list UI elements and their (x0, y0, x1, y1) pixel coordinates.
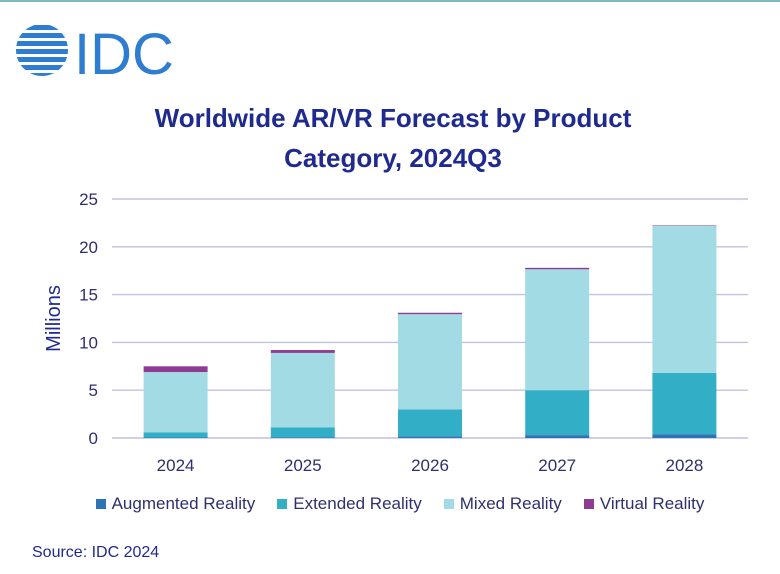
y-tick-label: 20 (79, 238, 98, 257)
chart-title-line-1: Worldwide AR/VR Forecast by Product (154, 103, 632, 133)
bar-extended-2026 (398, 409, 462, 437)
bar-augmented-2026 (398, 436, 462, 438)
bar-virtual-2025 (270, 350, 335, 353)
source-note: Source: IDC 2024 (32, 544, 160, 561)
y-axis-label: Millions (43, 285, 65, 352)
bar-extended-2027 (525, 390, 590, 436)
bar-mixed-2024 (143, 372, 208, 433)
top-border (0, 0, 780, 2)
y-tick-label: 10 (79, 333, 98, 352)
bar-virtual-2027 (525, 267, 590, 270)
bar-extended-2028 (652, 372, 717, 435)
x-tick-label: 2028 (665, 456, 703, 475)
x-axis-ticks: 2024 2025 2026 2027 2028 (157, 456, 704, 475)
legend: Augmented Reality Extended Reality Mixed R… (0, 494, 780, 514)
legend-swatch (583, 499, 594, 509)
bar-virtual-2026 (398, 312, 462, 315)
y-tick-label: 5 (89, 381, 98, 400)
bar-mixed-2028 (652, 225, 717, 373)
bar-virtual-2024 (143, 366, 208, 373)
legend-swatch (443, 499, 454, 509)
legend-label: Extended Reality (293, 494, 422, 513)
legend-swatch (95, 499, 106, 509)
legend-label: Augmented Reality (111, 494, 256, 513)
bar-mixed-2027 (525, 269, 590, 391)
x-tick-label: 2025 (284, 456, 322, 475)
legend-item-virtual: Virtual Reality (583, 494, 705, 514)
legend-item-mixed: Mixed Reality (443, 494, 562, 514)
chart-title-line-2: Category, 2024Q3 (284, 143, 502, 173)
x-tick-label: 2026 (411, 456, 449, 475)
idc-logo: IDC (16, 22, 174, 78)
idc-logo-text: IDC (74, 22, 174, 78)
bars (143, 225, 717, 438)
x-tick-label: 2024 (157, 456, 195, 475)
legend-label: Mixed Reality (459, 494, 562, 513)
bar-mixed-2026 (398, 314, 462, 410)
bar-mixed-2025 (270, 352, 335, 428)
y-tick-label: 15 (79, 286, 98, 305)
bar-extended-2024 (143, 432, 208, 438)
legend-item-extended: Extended Reality (277, 494, 422, 514)
y-tick-label: 25 (79, 190, 98, 209)
idc-globe-icon (16, 25, 68, 76)
x-tick-label: 2027 (538, 456, 576, 475)
bar-extended-2025 (270, 427, 335, 438)
legend-label: Virtual Reality (599, 494, 705, 513)
y-axis-ticks: 0 5 10 15 20 25 (79, 190, 98, 448)
y-tick-label: 0 (89, 429, 98, 448)
bar-augmented-2027 (525, 435, 590, 438)
bar-augmented-2028 (652, 434, 717, 438)
legend-item-augmented: Augmented Reality (95, 494, 256, 514)
legend-swatch (277, 499, 288, 509)
